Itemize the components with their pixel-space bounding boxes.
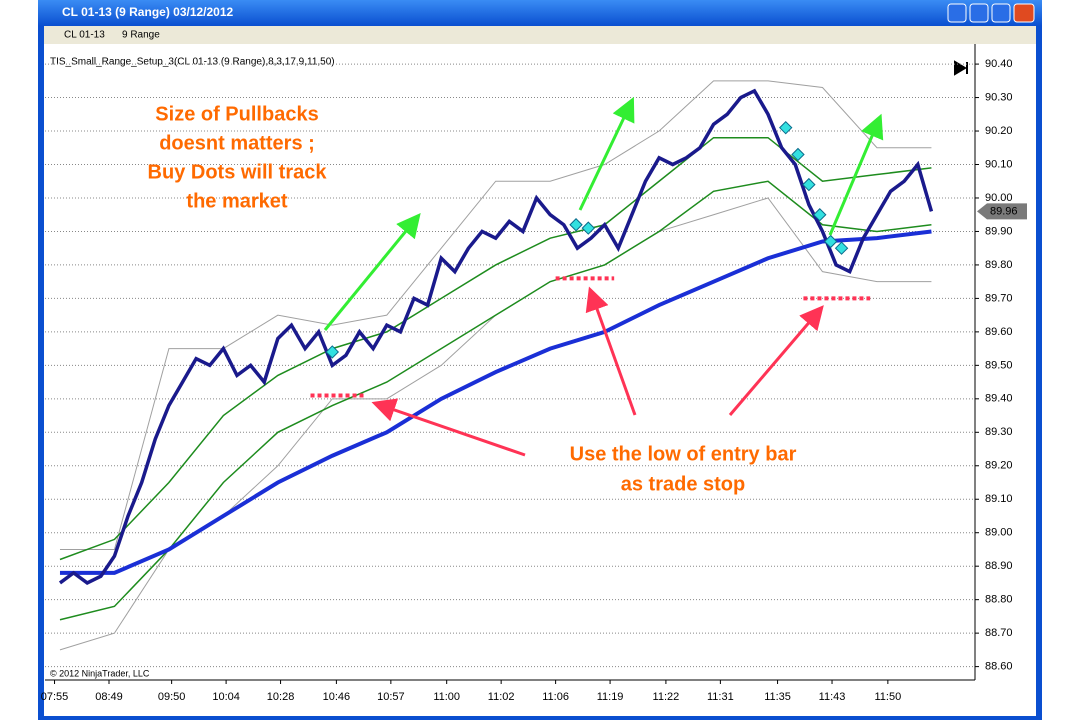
red-arrow [728, 305, 824, 416]
series-line [58, 88, 934, 585]
x-tick-label: 11:50 [874, 691, 901, 703]
annotation: doesnt matters ; [159, 132, 315, 154]
x-tick-label: 10:04 [212, 691, 240, 703]
last-price-tag [977, 203, 1027, 220]
period[interactable]: 9 Range [122, 30, 160, 41]
buy-dot [823, 234, 838, 249]
y-tick-label: 90.30 [985, 91, 1013, 103]
series-line [59, 180, 932, 621]
btn-min[interactable] [969, 3, 989, 23]
y-tick-label: 88.60 [985, 661, 1013, 673]
buy-dot [791, 147, 805, 162]
x-tick-label: 11:00 [433, 691, 460, 703]
buy-dot [325, 345, 340, 359]
title-bar [38, 0, 1042, 26]
y-tick-label: 89.70 [985, 292, 1013, 304]
x-tick-label: 11:31 [707, 691, 734, 703]
series-line [59, 80, 932, 550]
x-tick-label: 07:55 [41, 691, 69, 703]
x-tick-label: 08:49 [95, 691, 123, 703]
buy-dot [834, 241, 849, 255]
x-tick-label: 11:43 [819, 691, 846, 703]
btn-max[interactable] [991, 3, 1011, 23]
buy-dot [569, 218, 583, 232]
annotation: the market [186, 190, 287, 212]
y-tick-label: 89.20 [985, 460, 1013, 472]
x-tick-label: 10:28 [267, 691, 295, 703]
indicator-label: TIS_Small_Range_Setup_3(CL 01-13 (9 Rang… [50, 57, 335, 68]
annotation: Size of Pullbacks [155, 103, 318, 125]
y-tick-label: 89.00 [985, 527, 1013, 539]
y-tick-label: 89.90 [985, 225, 1013, 237]
chart-area [44, 44, 1036, 716]
copyright: © 2012 NinjaTrader, LLC [50, 668, 150, 678]
y-tick-label: 90.10 [985, 158, 1013, 170]
y-tick-label: 88.70 [985, 627, 1013, 639]
green-arrow [578, 96, 635, 211]
y-tick-label: 90.20 [985, 125, 1013, 137]
window-title: CL 01-13 (9 Range) 03/12/2012 [62, 5, 234, 19]
last-price-label: 89.96 [990, 205, 1018, 217]
x-tick-label: 10:46 [323, 691, 351, 703]
x-tick-label: 11:22 [653, 691, 680, 703]
y-tick-label: 88.90 [985, 560, 1013, 572]
y-tick-label: 89.80 [985, 259, 1013, 271]
red-arrow [585, 286, 637, 416]
y-tick-label: 89.60 [985, 326, 1013, 338]
instrument[interactable]: CL 01-13 [64, 30, 105, 41]
x-tick-label: 09:50 [158, 691, 186, 703]
series-line [59, 229, 932, 575]
x-tick-label: 11:02 [488, 691, 515, 703]
green-arrow [828, 113, 884, 236]
x-tick-label: 11:35 [764, 691, 791, 703]
buy-dot [581, 221, 596, 235]
buy-dot [779, 120, 793, 135]
red-arrow [371, 398, 526, 457]
x-tick-label: 10:57 [377, 691, 405, 703]
buy-dot [802, 177, 816, 192]
y-tick-label: 89.30 [985, 426, 1013, 438]
annotation: Buy Dots will track [148, 161, 328, 183]
buy-dot [813, 208, 827, 222]
x-tick-label: 11:06 [542, 691, 569, 703]
btn-l[interactable] [947, 3, 967, 23]
y-tick-label: 89.10 [985, 493, 1013, 505]
y-tick-label: 89.40 [985, 393, 1013, 405]
y-tick-label: 90.00 [985, 192, 1013, 204]
y-tick-label: 89.50 [985, 359, 1013, 371]
annotation: Use the low of entry bar [570, 443, 797, 465]
green-arrow [323, 213, 421, 331]
toolbar [44, 26, 1036, 44]
y-tick-label: 88.80 [985, 594, 1013, 606]
x-tick-label: 11:19 [597, 691, 624, 703]
btn-close[interactable] [1013, 3, 1035, 23]
y-tick-label: 90.40 [985, 58, 1013, 70]
annotation: as trade stop [621, 473, 745, 495]
